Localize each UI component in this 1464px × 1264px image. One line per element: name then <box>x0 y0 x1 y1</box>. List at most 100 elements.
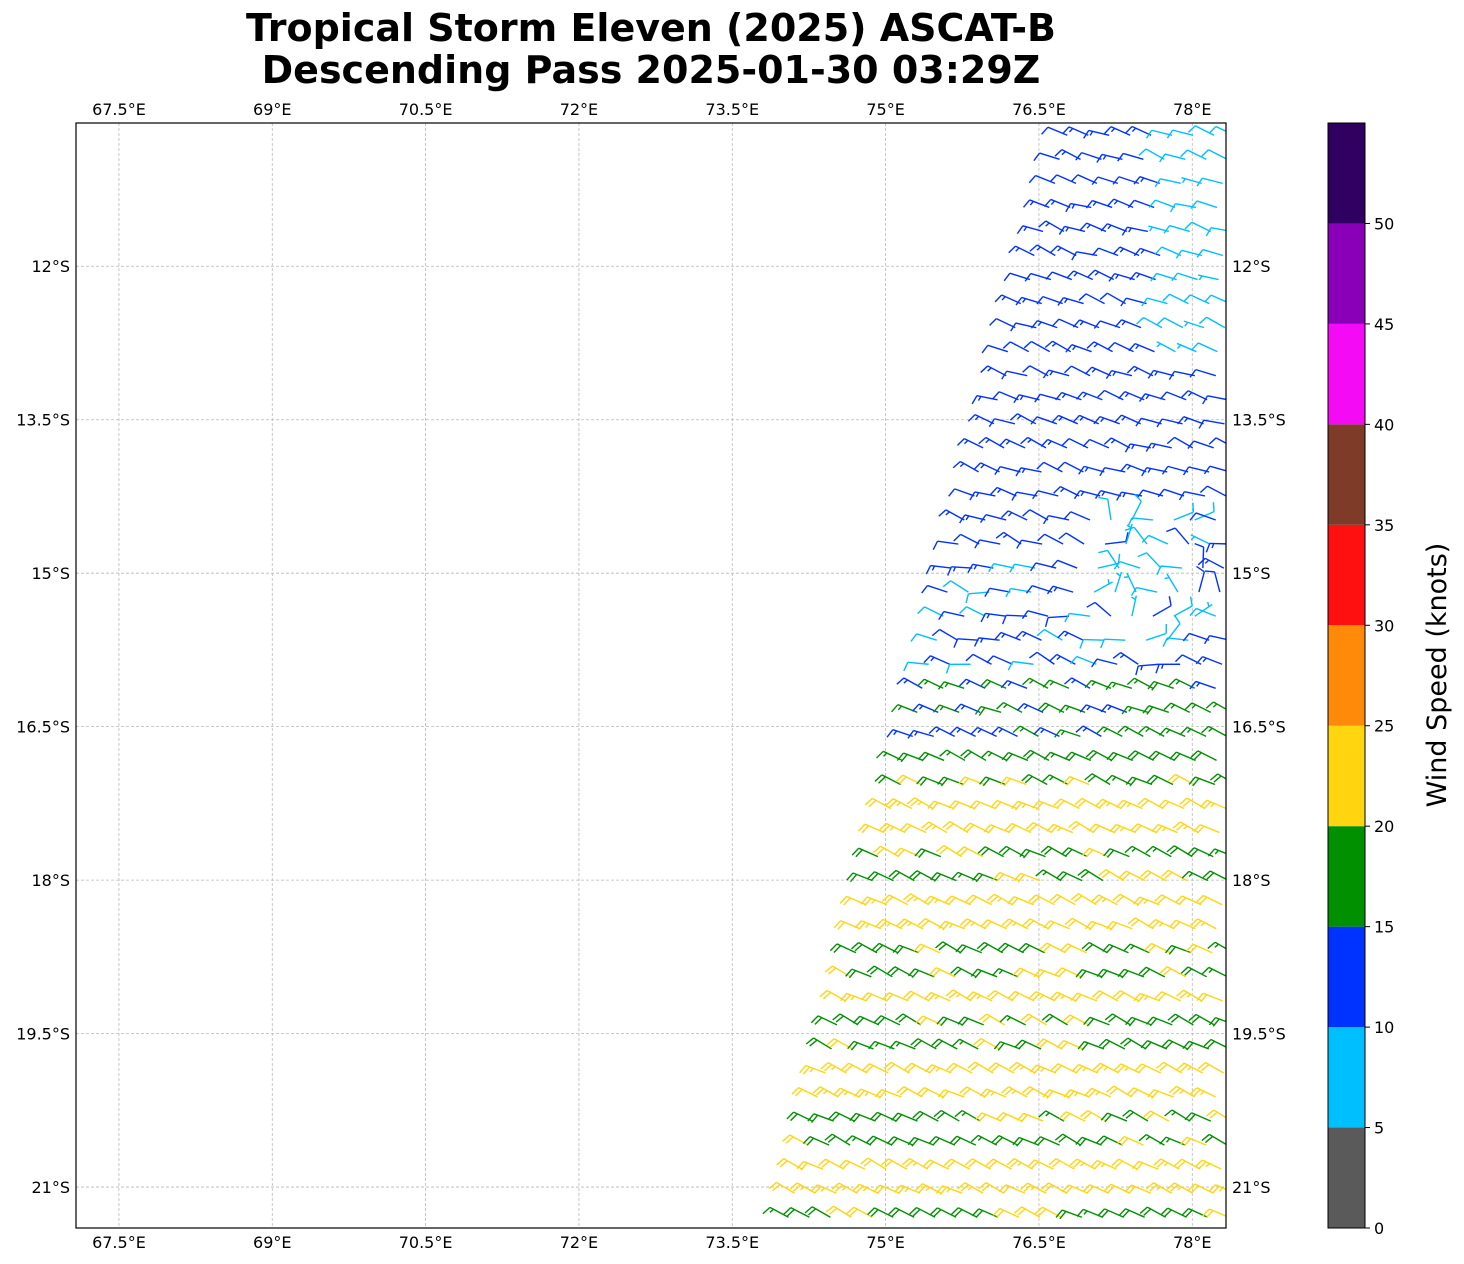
barb-staff <box>1057 559 1078 569</box>
barb-feather <box>1050 753 1055 758</box>
wind-barb <box>1133 992 1161 1003</box>
barb-feather <box>1148 199 1156 208</box>
barb-feather <box>1196 992 1204 1002</box>
barb-feather <box>935 728 941 733</box>
barb-feather <box>1116 491 1123 501</box>
wind-barb <box>1197 274 1219 281</box>
barb-feather <box>1196 249 1204 258</box>
barb-feather <box>1172 821 1181 829</box>
wind-barb <box>857 823 885 834</box>
barb-feather <box>842 1161 851 1170</box>
barb-feather <box>1062 1112 1071 1121</box>
barb-feather <box>1061 847 1069 856</box>
barb-staff <box>1193 440 1214 449</box>
barb-feather <box>1102 943 1110 952</box>
barb-feather <box>949 1135 958 1144</box>
wind-barb <box>1126 365 1154 377</box>
barb-feather <box>981 848 990 856</box>
barb-feather <box>993 801 1002 810</box>
barb-staff <box>1164 153 1186 160</box>
barb-staff <box>1044 628 1063 641</box>
wind-barb <box>1197 1061 1224 1074</box>
barb-feather <box>1181 870 1190 879</box>
barb-feather <box>1100 417 1105 423</box>
barb-feather <box>1181 1208 1189 1216</box>
barb-feather <box>1180 1136 1188 1145</box>
barb-feather <box>977 1136 983 1142</box>
lat-tick-label-right: 15°S <box>1232 564 1271 583</box>
barb-feather <box>1187 1183 1196 1192</box>
barb-feather <box>983 680 992 689</box>
barb-feather <box>1022 944 1030 953</box>
wind-barb <box>1181 870 1209 882</box>
barb-feather <box>923 655 931 664</box>
wind-barb <box>1117 968 1145 979</box>
wind-barb <box>899 823 927 834</box>
wind-barb <box>1039 942 1066 954</box>
wind-barb <box>967 563 994 574</box>
barb-feather <box>1196 825 1205 834</box>
barb-staff <box>1206 316 1226 329</box>
barb-feather <box>920 1088 929 1097</box>
wind-barb <box>1181 177 1202 185</box>
barb-feather <box>786 1208 795 1217</box>
barb-staff <box>1169 293 1189 305</box>
wind-barb <box>1053 485 1080 497</box>
barb-feather <box>1187 125 1196 133</box>
barb-feather <box>969 800 977 809</box>
barb-staff <box>1189 632 1210 641</box>
barb-feather <box>1053 798 1062 807</box>
barb-feather <box>1049 991 1058 1000</box>
wind-barb <box>906 797 934 810</box>
barb-feather <box>912 703 920 712</box>
barb-feather <box>1116 572 1121 577</box>
wind-barb <box>983 824 1011 834</box>
barb-feather <box>1134 493 1142 502</box>
barb-staff <box>1202 177 1223 185</box>
wind-barb <box>870 1111 897 1122</box>
barb-feather <box>914 731 918 736</box>
barb-feather <box>1079 222 1088 231</box>
barb-feather <box>1207 601 1210 607</box>
barb-feather <box>1178 897 1187 906</box>
wind-barb <box>1095 798 1122 810</box>
barb-staff <box>1145 148 1165 160</box>
barb-feather <box>1112 682 1117 688</box>
wind-barb <box>935 941 962 954</box>
barb-feather <box>886 1063 896 1072</box>
barb-feather <box>973 462 982 471</box>
wind-barbs <box>762 125 1226 1220</box>
barb-feather <box>998 1184 1007 1193</box>
barb-feather <box>947 1160 956 1168</box>
barb-staff <box>1143 316 1163 329</box>
wind-barb <box>933 1109 960 1122</box>
barb-feather <box>1191 1015 1200 1024</box>
barb-feather <box>927 993 936 1002</box>
barb-staff <box>985 514 1007 521</box>
wind-barb <box>1093 320 1121 329</box>
barb-feather <box>1028 175 1037 184</box>
barb-staff <box>1000 465 1021 473</box>
wind-barb <box>1100 1112 1128 1123</box>
barb-feather <box>1140 799 1149 808</box>
barb-feather <box>1100 704 1108 713</box>
wind-barb <box>1190 200 1218 209</box>
barb-feather <box>829 943 838 952</box>
barb-feather <box>1024 273 1032 282</box>
colorbar-tick-label: 0 <box>1374 1219 1384 1238</box>
barb-feather <box>1122 492 1126 498</box>
barb-staff <box>1031 340 1051 353</box>
barb-feather <box>932 969 941 977</box>
barb-feather <box>927 800 935 809</box>
barb-feather <box>1117 1136 1125 1144</box>
barb-feather <box>1122 1109 1131 1117</box>
barb-feather <box>990 799 998 809</box>
colorbar-tick-label: 40 <box>1374 415 1394 434</box>
barb-feather <box>1198 275 1203 281</box>
barb-feather <box>1053 993 1061 1002</box>
barb-staff <box>1083 638 1105 641</box>
barb-feather <box>915 1015 924 1024</box>
wind-barb <box>1201 966 1226 977</box>
barb-feather <box>1082 727 1088 732</box>
wind-barb <box>1054 729 1081 738</box>
